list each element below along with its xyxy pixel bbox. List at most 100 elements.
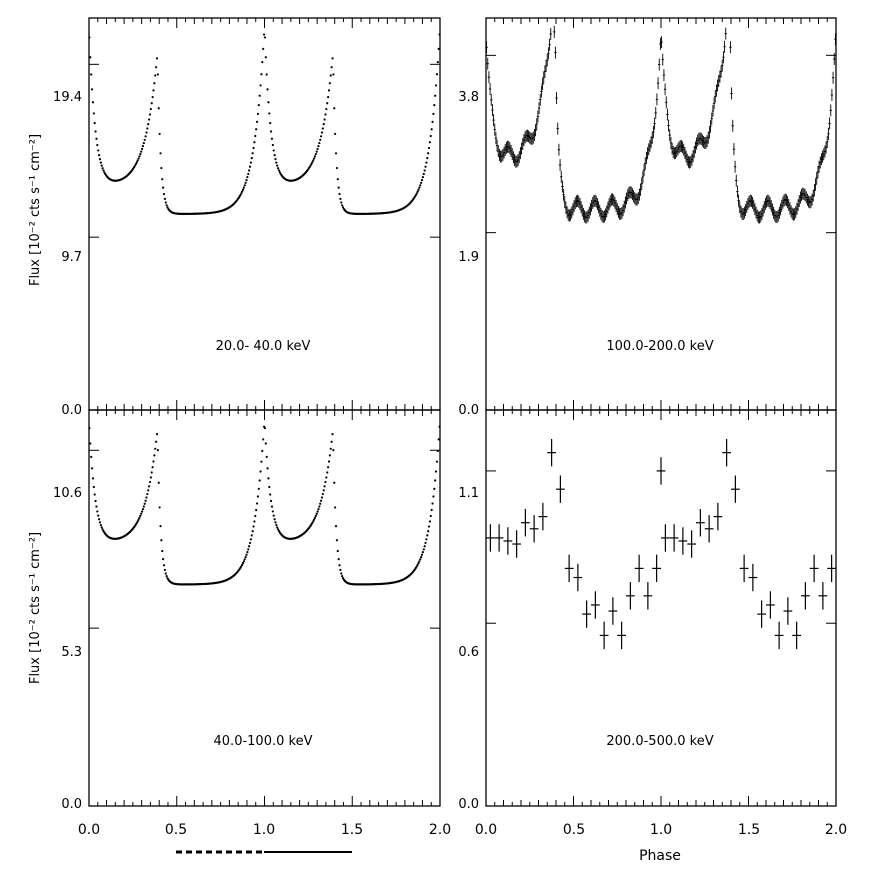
data-point xyxy=(244,555,247,559)
data-point xyxy=(420,179,424,182)
data-point xyxy=(416,563,419,566)
data-point xyxy=(270,505,274,508)
data-point xyxy=(430,128,433,131)
data-point xyxy=(277,169,281,172)
data-point xyxy=(338,564,341,567)
data-point xyxy=(259,84,262,87)
data-point xyxy=(336,549,339,553)
y-tick-bl-1: 5.3 xyxy=(61,645,82,660)
data-point xyxy=(272,514,275,517)
data-point xyxy=(89,442,92,445)
data-point xyxy=(318,505,321,508)
data-point xyxy=(259,470,262,473)
data-point xyxy=(415,192,418,195)
data-point xyxy=(429,134,432,138)
data-point xyxy=(159,152,162,155)
data-point xyxy=(148,485,151,488)
data-point xyxy=(102,169,105,172)
data-point xyxy=(426,534,429,537)
data-point xyxy=(420,181,423,184)
data-point xyxy=(312,157,316,160)
data-point xyxy=(324,113,327,116)
data-point xyxy=(253,141,256,144)
x-tick-right-4: 2.0 xyxy=(825,822,847,838)
data-point xyxy=(310,162,313,166)
data-point xyxy=(149,107,152,111)
data-point xyxy=(334,152,338,155)
data-point xyxy=(437,47,440,50)
panel-label-tr: 100.0-200.0 keV xyxy=(606,339,713,354)
data-point xyxy=(328,454,331,457)
data-point xyxy=(164,201,167,204)
data-point xyxy=(155,433,159,436)
data-point xyxy=(341,204,344,207)
data-point xyxy=(163,197,167,200)
data-point xyxy=(141,145,145,148)
data-point xyxy=(326,471,329,474)
data-point xyxy=(140,510,144,513)
data-point xyxy=(420,555,423,559)
data-point xyxy=(319,138,322,141)
x-tick-right-1: 0.5 xyxy=(563,822,585,838)
x-tick-left-2: 1.0 xyxy=(253,822,275,838)
data-point xyxy=(262,47,265,50)
data-point xyxy=(267,101,270,104)
data-point xyxy=(241,188,245,191)
y-tick-br-0: 0.0 xyxy=(458,797,479,812)
data-point xyxy=(269,499,273,503)
y-tick-tl-2: 19.4 xyxy=(53,90,82,105)
data-point xyxy=(319,135,323,138)
data-point xyxy=(312,159,315,162)
data-point xyxy=(100,526,103,529)
data-point xyxy=(246,176,249,179)
data-point xyxy=(137,518,140,521)
data-point xyxy=(313,155,317,158)
data-point xyxy=(159,525,162,528)
data-point xyxy=(151,95,154,99)
data-point xyxy=(420,553,424,556)
data-point xyxy=(90,88,94,91)
data-point xyxy=(277,528,280,531)
data-point xyxy=(273,518,276,521)
data-point xyxy=(335,166,338,170)
data-point xyxy=(421,551,424,554)
data-point xyxy=(164,572,167,575)
data-point xyxy=(147,489,150,492)
data-point xyxy=(134,162,138,166)
y-tick-tl-0: 0.0 xyxy=(61,403,82,418)
y-axis-label-bottom: Flux [10⁻² cts s⁻¹ cm⁻²] xyxy=(28,532,43,684)
data-point xyxy=(100,164,103,167)
y-axis-label-top: Flux [10⁻² cts s⁻¹ cm⁻²] xyxy=(28,134,43,286)
data-point xyxy=(138,155,141,158)
data-point xyxy=(243,184,246,187)
data-point xyxy=(262,33,266,36)
data-point xyxy=(165,204,168,207)
data-point xyxy=(418,560,421,563)
data-point xyxy=(255,128,258,131)
data-point xyxy=(94,130,97,133)
data-point xyxy=(140,512,143,515)
data-point xyxy=(140,147,144,151)
data-point xyxy=(95,137,98,140)
data-point xyxy=(327,89,331,92)
data-point xyxy=(433,104,436,107)
data-point xyxy=(330,440,333,443)
data-point xyxy=(97,149,100,152)
data-point xyxy=(436,449,439,453)
data-point xyxy=(155,440,158,443)
data-point xyxy=(434,84,438,87)
x-axis-label: Phase xyxy=(639,848,681,864)
y-tick-br-2: 1.1 xyxy=(458,486,479,501)
data-point xyxy=(246,551,249,554)
data-point xyxy=(252,146,255,150)
data-point xyxy=(261,449,264,453)
data-point xyxy=(437,438,440,441)
data-point xyxy=(314,152,317,156)
data-point xyxy=(243,558,246,561)
data-point xyxy=(316,510,319,513)
data-point xyxy=(317,145,320,148)
data-point xyxy=(419,184,422,187)
y-tick-tr-0: 0.0 xyxy=(458,403,479,418)
data-point xyxy=(319,499,323,502)
